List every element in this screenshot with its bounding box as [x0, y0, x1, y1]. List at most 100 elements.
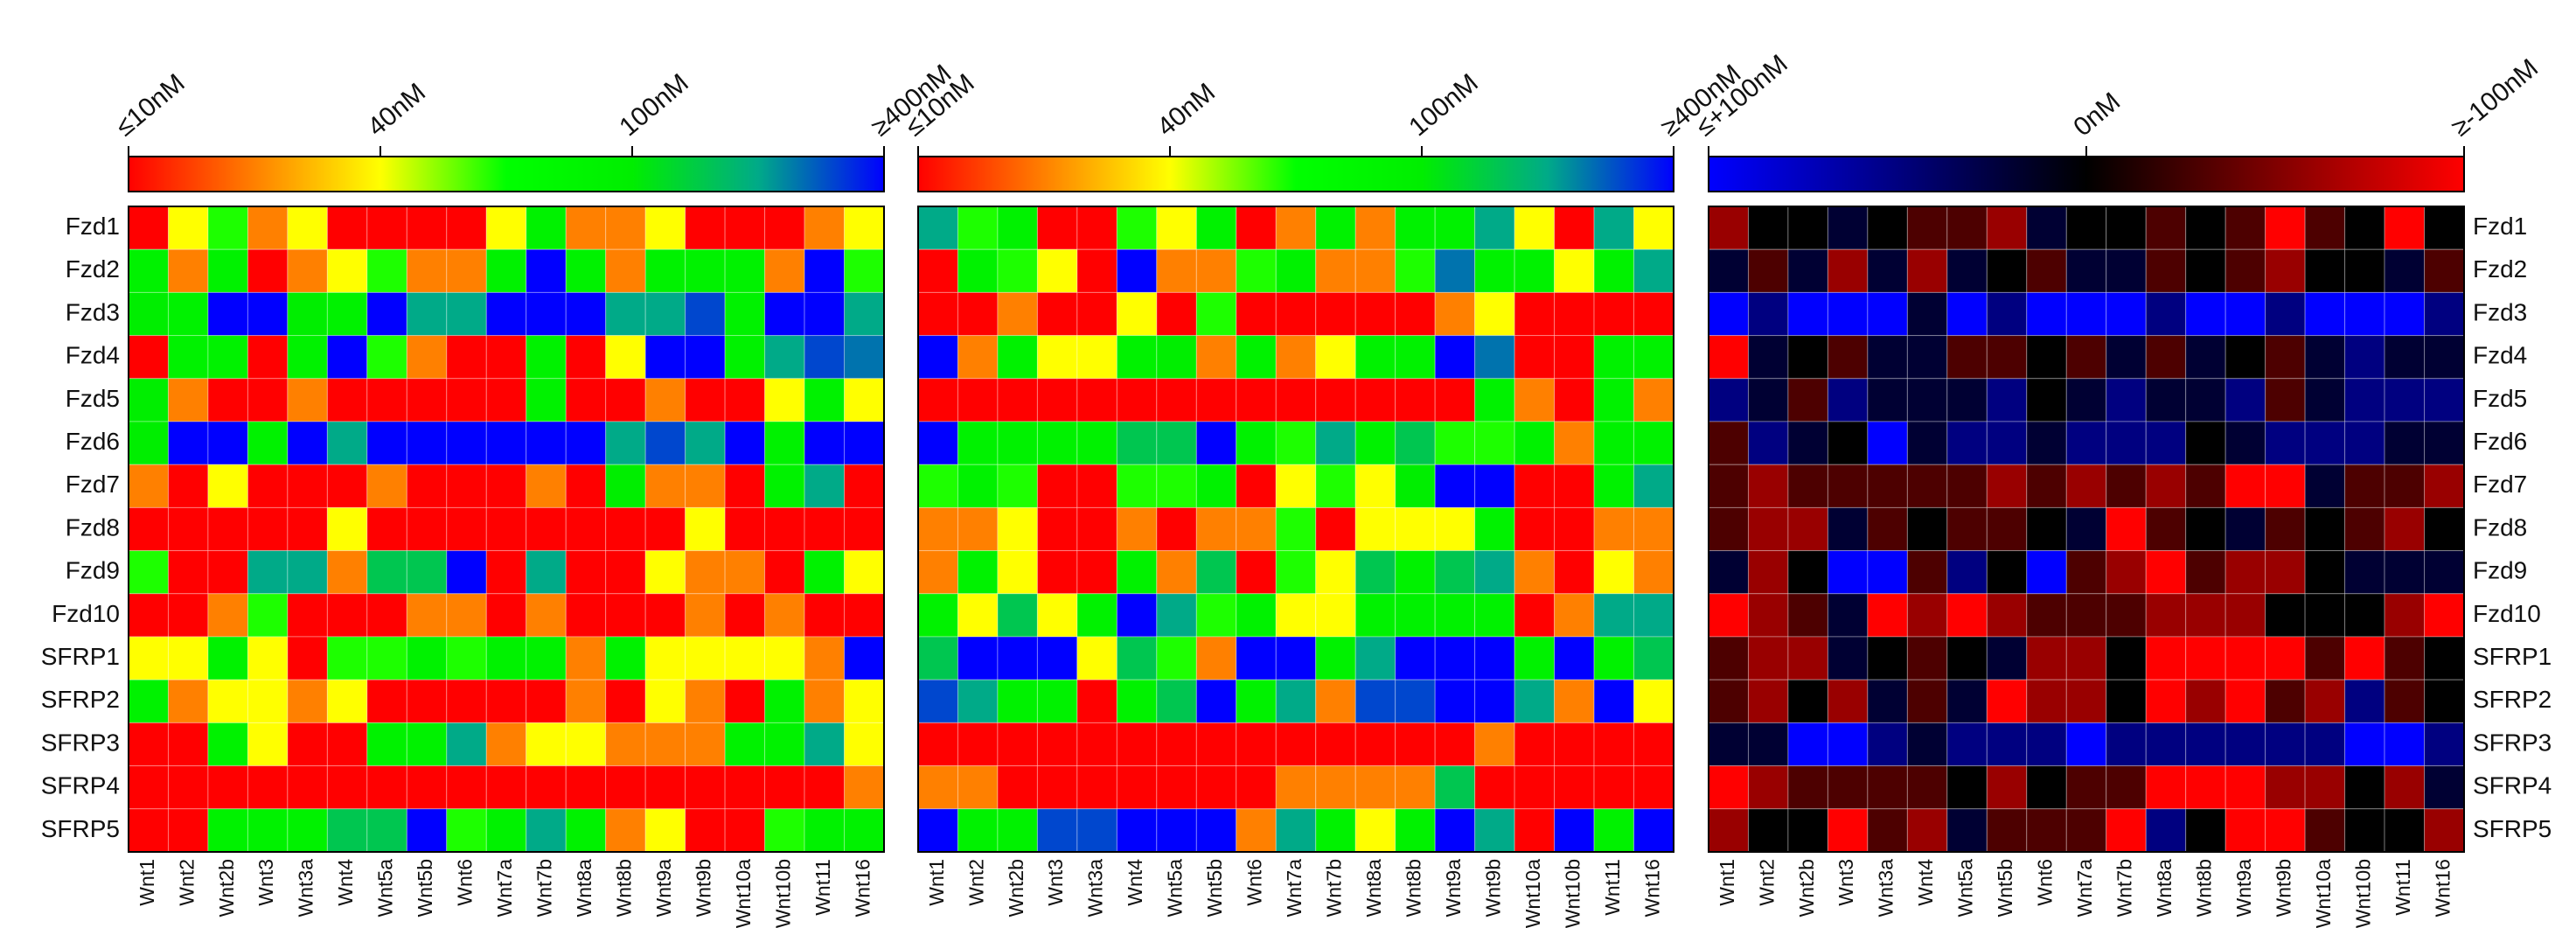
- heatmap-cell: [1747, 464, 1789, 508]
- heatmap-cell: [1514, 421, 1556, 465]
- heatmap-cell: [2065, 679, 2107, 723]
- heatmap-cell: [1827, 636, 1869, 680]
- heatmap-cell: [1315, 421, 1356, 465]
- heatmap-cell: [207, 378, 248, 422]
- heatmap-cell: [1867, 722, 1908, 767]
- heatmap-cell: [2026, 335, 2067, 380]
- heatmap-border: [128, 206, 885, 853]
- heatmap-cell: [1474, 506, 1515, 552]
- heatmap-cell: [917, 722, 958, 767]
- heatmap-cell: [1633, 248, 1674, 293]
- heatmap-cell: [1236, 464, 1277, 508]
- heatmap-cell: [1708, 550, 1749, 595]
- heatmap-cell: [167, 722, 209, 767]
- heatmap-cell: [1236, 291, 1277, 337]
- heatmap-cell: [1708, 765, 1749, 810]
- heatmap-cell: [565, 550, 607, 595]
- heatmap-cell: [2424, 464, 2465, 508]
- heatmap-cell: [2026, 593, 2067, 638]
- heatmap-cell: [1236, 206, 1277, 250]
- heatmap-cell: [2145, 248, 2187, 293]
- heatmap-cell: [2304, 722, 2346, 767]
- heatmap-cell: [2224, 291, 2266, 337]
- heatmap-cell: [917, 808, 958, 853]
- heatmap-cell: [2344, 464, 2385, 508]
- heatmap-cell: [685, 506, 726, 552]
- heatmap-cell: [2026, 679, 2067, 723]
- colorbar: [128, 156, 885, 192]
- column-label: Wnt16: [2431, 859, 2454, 917]
- heatmap-cell: [1514, 378, 1556, 422]
- heatmap-cell: [804, 206, 846, 250]
- heatmap: [917, 206, 1674, 853]
- column-label: Wnt8b: [612, 859, 635, 917]
- heatmap-cell: [2106, 206, 2147, 250]
- heatmap-cell: [1787, 464, 1828, 508]
- heatmap-cell: [1514, 206, 1556, 250]
- heatmap-cell: [1593, 722, 1635, 767]
- heatmap-cell: [1827, 378, 1869, 422]
- heatmap-cell: [957, 335, 999, 380]
- heatmap-cell: [1633, 765, 1674, 810]
- heatmap-cell: [1906, 421, 1948, 465]
- heatmap-cell: [2185, 722, 2226, 767]
- heatmap-cell: [2224, 335, 2266, 380]
- heatmap-cell: [2106, 248, 2147, 293]
- heatmap-cell: [128, 765, 169, 810]
- heatmap-cell: [2145, 464, 2187, 508]
- heatmap-cell: [2106, 808, 2147, 853]
- heatmap-cell: [2224, 636, 2266, 680]
- heatmap-cell: [1195, 421, 1237, 465]
- heatmap-cell: [485, 248, 527, 293]
- heatmap-cell: [2304, 464, 2346, 508]
- heatmap-cell: [1827, 722, 1869, 767]
- heatmap-cell: [1434, 248, 1476, 293]
- heatmap-cell: [917, 765, 958, 810]
- heatmap-cell: [167, 206, 209, 250]
- heatmap-cell: [1633, 593, 1674, 638]
- heatmap-cell: [605, 378, 646, 422]
- heatmap-cell: [2265, 335, 2306, 380]
- heatmap-cell: [764, 291, 805, 337]
- heatmap-cell: [2344, 291, 2385, 337]
- heatmap-cell: [1554, 550, 1595, 595]
- heatmap-cell: [1514, 506, 1556, 552]
- heatmap-cell: [2185, 421, 2226, 465]
- heatmap-cell: [1593, 506, 1635, 552]
- heatmap-cell: [1867, 506, 1908, 552]
- heatmap-cell: [326, 506, 368, 552]
- heatmap-cell: [957, 593, 999, 638]
- heatmap-cell: [247, 421, 289, 465]
- heatmap-cell: [1787, 593, 1828, 638]
- heatmap-cell: [1787, 722, 1828, 767]
- heatmap-cell: [1867, 248, 1908, 293]
- heatmap-cell: [2304, 206, 2346, 250]
- heatmap-cell: [1236, 808, 1277, 853]
- heatmap-cell: [844, 636, 885, 680]
- heatmap-cell: [1156, 335, 1197, 380]
- heatmap-cell: [287, 335, 328, 380]
- column-label: Wnt2b: [215, 859, 238, 917]
- heatmap-cell: [1474, 291, 1515, 337]
- heatmap-cell: [1906, 765, 1948, 810]
- column-label: Wnt10a: [732, 859, 755, 928]
- heatmap-cell: [804, 808, 846, 853]
- heatmap-cell: [526, 808, 567, 853]
- heatmap-cell: [1986, 421, 2028, 465]
- heatmap-cell: [128, 335, 169, 380]
- heatmap-cell: [2185, 248, 2226, 293]
- heatmap-cell: [844, 248, 885, 293]
- heatmap-cell: [446, 636, 487, 680]
- heatmap-cell: [605, 636, 646, 680]
- heatmap-cell: [1708, 378, 1749, 422]
- heatmap-cell: [1395, 593, 1436, 638]
- heatmap-cell: [2224, 206, 2266, 250]
- heatmap-cell: [917, 378, 958, 422]
- heatmap-cell: [997, 550, 1038, 595]
- row-label: Fzd3: [66, 298, 120, 325]
- heatmap-cell: [917, 335, 958, 380]
- heatmap-cell: [1116, 378, 1158, 422]
- heatmap-cell: [128, 506, 169, 552]
- column-label: Wnt2: [964, 859, 987, 906]
- heatmap-cell: [844, 378, 885, 422]
